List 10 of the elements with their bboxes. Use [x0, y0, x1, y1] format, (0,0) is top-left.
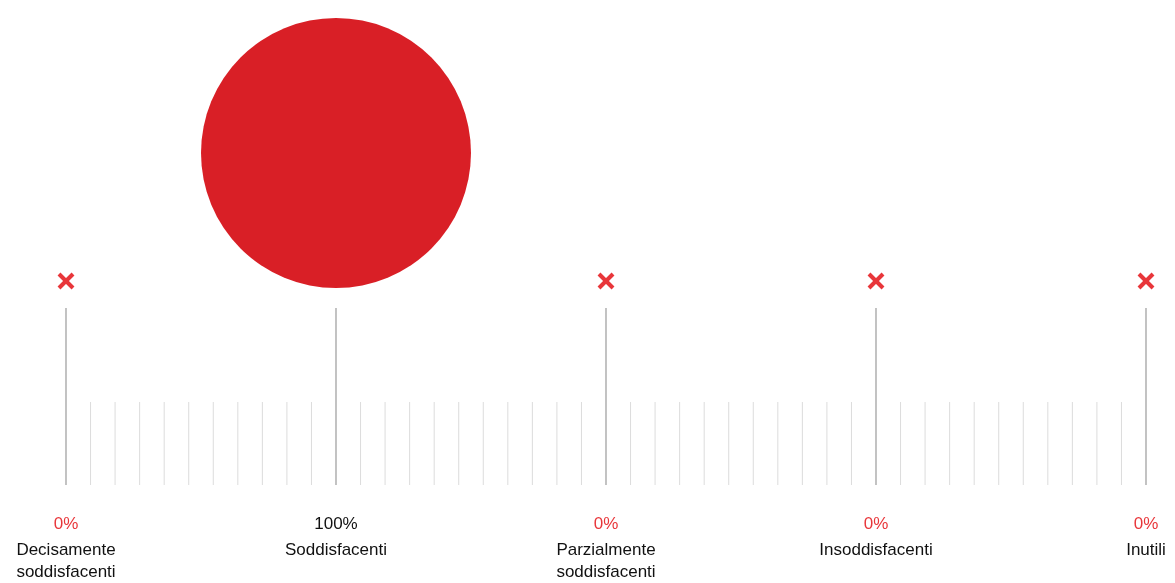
category-label: Soddisfacenti	[284, 540, 388, 559]
category-label: Parzialmente soddisfacenti	[556, 540, 656, 581]
data-label: 0%	[53, 514, 79, 533]
data-label: 0%	[863, 514, 889, 533]
data-label: 0%	[1133, 514, 1159, 533]
category-label: Insoddisfacenti	[819, 540, 933, 559]
data-label: 100%	[314, 514, 358, 533]
category-label: Inutili	[1126, 540, 1166, 559]
category-label: Decisamente soddisfacenti	[16, 540, 116, 581]
data-label: 0%	[593, 514, 619, 533]
